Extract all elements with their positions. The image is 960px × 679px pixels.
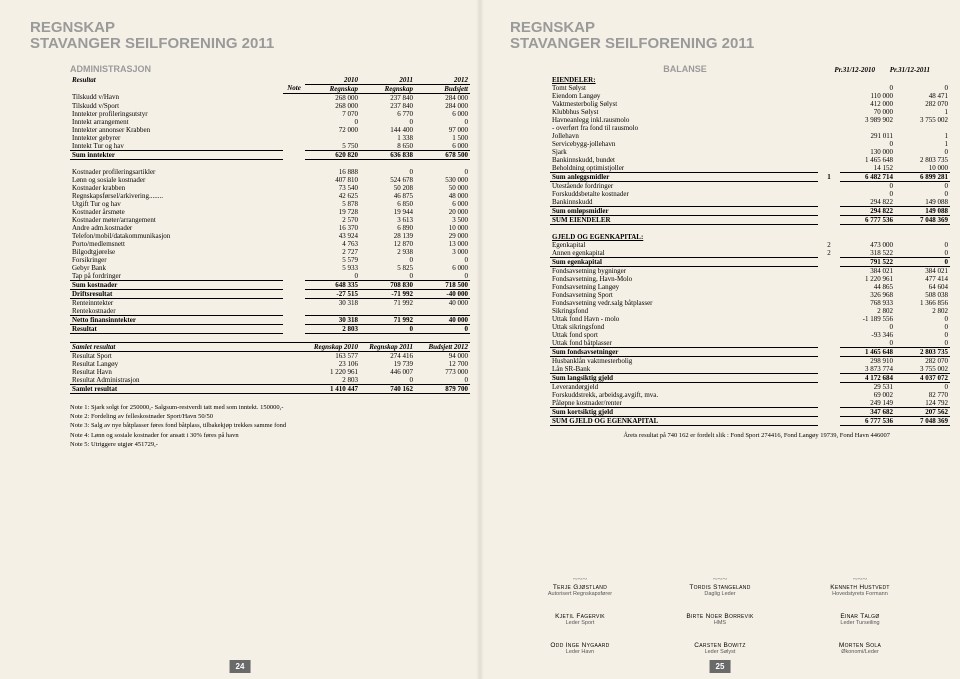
col-result: Resultat: [70, 76, 283, 85]
signature: Birte Noer BorrevikHMS: [660, 603, 780, 626]
ars-note: Årets resultat på 740 162 er fordelt sli…: [550, 432, 890, 439]
signature: ~~~Terje GjøstlandAutorisert Regnskapsfø…: [520, 574, 640, 597]
right-page: REGNSKAP STAVANGER SEILFORENING 2011 BAL…: [480, 0, 960, 679]
col-2012b: Budsjett: [415, 84, 470, 93]
signature: Kjetil FagervikLeder Sport: [520, 603, 640, 626]
note-line: Note 5: Utriggere utgjør 451729,-: [70, 441, 450, 449]
col-2010b: Regnskap: [305, 84, 360, 93]
signature-area: ~~~Terje GjøstlandAutorisert Regnskapsfø…: [510, 568, 930, 655]
doc-title-left: REGNSKAP STAVANGER SEILFORENING 2011: [30, 20, 450, 52]
left-page: REGNSKAP STAVANGER SEILFORENING 2011 ADM…: [0, 0, 480, 679]
admin-table: Resultat 2010 2011 2012 Note Regnskap Re…: [70, 76, 470, 334]
signature: Odd Inge NygaardLeder Havn: [520, 632, 640, 655]
col-2011: 2011: [360, 76, 415, 85]
admin-header: ADMINISTRASJON: [70, 64, 450, 74]
balance-header: BALANSE: [663, 64, 707, 74]
doc-title-right: REGNSKAP STAVANGER SEILFORENING 2011: [510, 20, 930, 52]
balance-col2: Pr.31/12-2011: [875, 66, 930, 74]
signature: ~~~Tordis StangelandDaglig Leder: [660, 574, 780, 597]
col-2010: 2010: [305, 76, 360, 85]
samlet-table: Samlet resultat Regnskap 2010 Regnskap 2…: [70, 342, 470, 394]
signature: Einar TalgøLeder Turseiling: [800, 603, 920, 626]
note-line: Note 4: Lønn og sosiale kostnader for an…: [70, 432, 450, 440]
title-line1: REGNSKAP: [30, 20, 450, 36]
note-line: Note 3: Salg av nye båtplasser føres fon…: [70, 422, 450, 430]
page-num-left: 24: [230, 660, 251, 673]
note-line: Note 1: Sjark solgt for 250000,- Salgsum…: [70, 404, 450, 412]
notes-block: Note 1: Sjark solgt for 250000,- Salgsum…: [70, 404, 450, 450]
signature: ~~~Kenneth HustvedtHovedstyrets Formann: [800, 574, 920, 597]
signature: Morten SolaØkonomi/Leder: [800, 632, 920, 655]
balance-header-row: BALANSE Pr.31/12-2010 Pr.31/12-2011: [550, 64, 930, 74]
col-2011b: Regnskap: [360, 84, 415, 93]
note-line: Note 2: Fordeling av felleskostnader Spo…: [70, 413, 450, 421]
signature: Carsten BowitzLeder Sølyst: [660, 632, 780, 655]
balance-col1: Pr.31/12-2010: [820, 66, 875, 74]
col-note: Note: [283, 84, 305, 93]
balance-table: EIENDELER:Tomt Sølyst00Eiendom Langøy110…: [550, 76, 950, 426]
col-2012: 2012: [415, 76, 470, 85]
samlet-header: Samlet resultat: [70, 342, 305, 351]
title-line2: STAVANGER SEILFORENING 2011: [30, 36, 450, 52]
page-num-right: 25: [710, 660, 731, 673]
